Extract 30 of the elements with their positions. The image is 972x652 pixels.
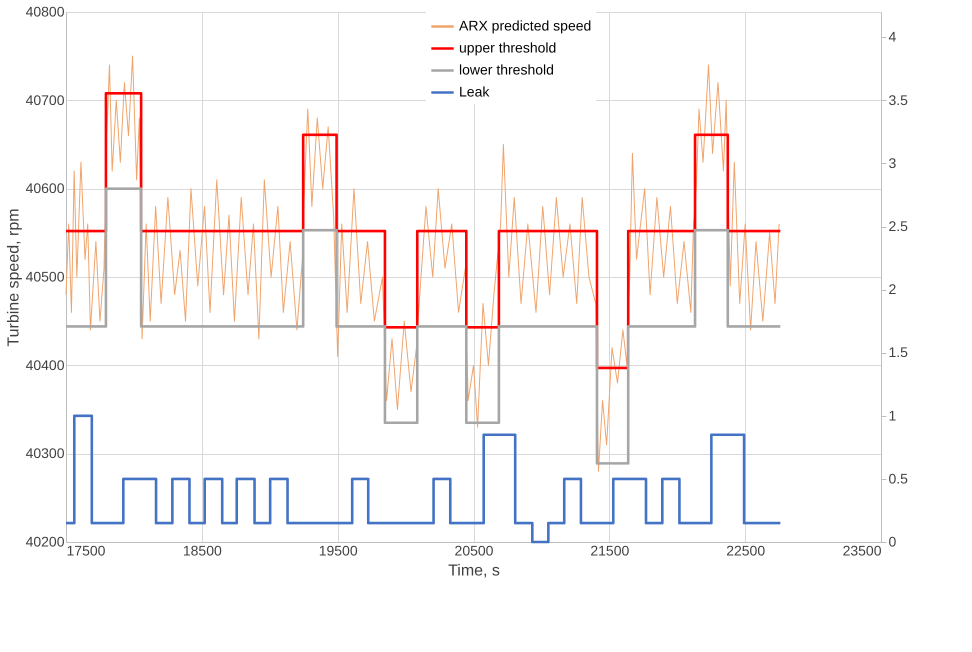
x-tick-label: 18500 <box>182 542 222 558</box>
x-tick-label: 23500 <box>842 542 882 558</box>
y2-tick-label: 1.5 <box>888 344 908 360</box>
x-tick-label: 20500 <box>454 542 494 558</box>
y2-tick-label: 3.5 <box>888 92 908 108</box>
x-axis-title: Time, s <box>448 562 500 580</box>
legend-label: lower threshold <box>459 62 554 78</box>
y2-tick-label: 2 <box>888 281 896 298</box>
y-tick-label: 40600 <box>26 180 65 196</box>
x-tick-label: 22500 <box>726 542 766 558</box>
y2-tick-label: 4 <box>888 28 896 45</box>
y-tick-label: 40800 <box>26 4 65 20</box>
y-tick-label: 40200 <box>26 534 65 550</box>
y2-tick-label: 1 <box>888 407 896 424</box>
legend-label: ARX predicted speed <box>459 18 592 34</box>
legend-label: upper threshold <box>459 40 556 56</box>
x-tick-label: 17500 <box>66 542 106 558</box>
y-tick-label: 40400 <box>26 356 65 373</box>
x-tick-label: 19500 <box>318 542 358 558</box>
legend-label: Leak <box>459 84 490 100</box>
y-tick-label: 40700 <box>26 92 65 108</box>
y-tick-label: 40300 <box>26 445 65 462</box>
y2-tick-label: 3 <box>888 154 896 171</box>
y2-tick-label: 0 <box>888 534 896 550</box>
line-series <box>66 56 780 472</box>
y2-tick-label: 0.5 <box>888 470 908 486</box>
y-axis-title: Turbine speed, rpm <box>6 208 23 347</box>
x-tick-label: 21500 <box>590 542 630 558</box>
y2-tick-label: 2.5 <box>888 218 908 234</box>
y-tick-label: 40500 <box>26 268 65 284</box>
